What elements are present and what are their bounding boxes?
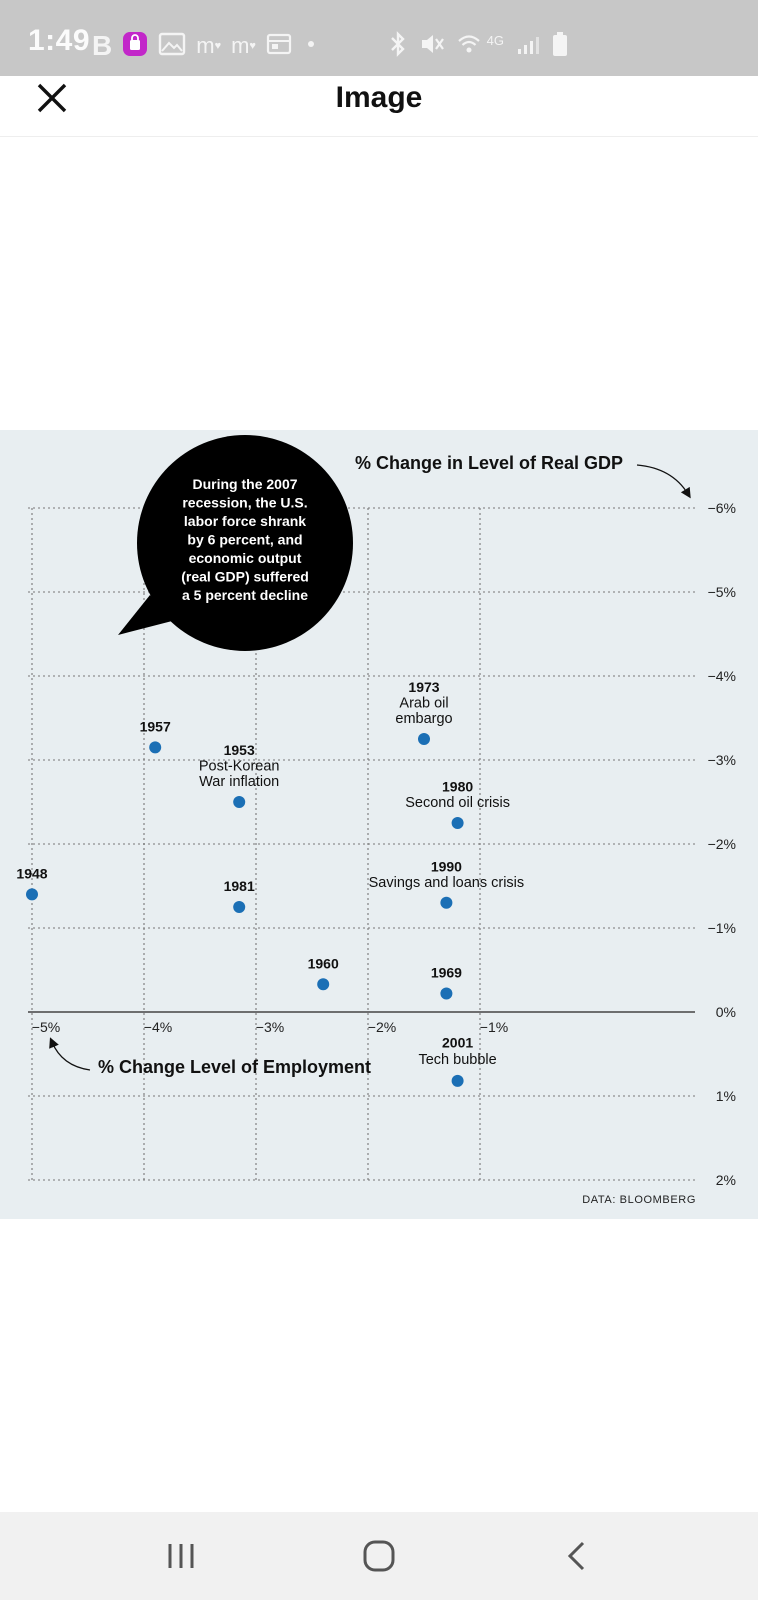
event-label-1973: Arab oil [399, 696, 448, 712]
source-label: DATA: BLOOMBERG [582, 1194, 696, 1206]
x-tick-label: −1% [480, 1019, 508, 1035]
battery-icon [552, 31, 568, 62]
year-label-1948: 1948 [16, 865, 47, 881]
y-tick-label: −4% [708, 668, 736, 684]
bloomberg-b-icon: B [92, 30, 113, 61]
data-point-2001[interactable] [451, 1074, 464, 1087]
data-point-1960[interactable] [317, 978, 330, 991]
home-icon [363, 1540, 395, 1572]
year-label-1981: 1981 [224, 878, 255, 894]
y-tick-label: 2% [716, 1172, 736, 1188]
year-label-1957: 1957 [140, 718, 171, 734]
status-time: 1:49 [28, 24, 91, 57]
data-point-1973[interactable] [418, 733, 430, 745]
y-tick-label: −3% [708, 752, 736, 768]
event-label-1953: Post-Korean [199, 759, 280, 775]
callout-text-line: economic output [189, 550, 302, 566]
gallery-icon [158, 32, 186, 61]
x-axis-title: % Change Level of Employment [98, 1057, 371, 1077]
y-tick-label: 1% [716, 1088, 736, 1104]
x-tick-label: −3% [256, 1019, 284, 1035]
bluetooth-icon [389, 30, 407, 62]
chart-image[interactable]: −6%−5%−4%−3%−2%−1%0%1%2%−6%−5%−4%−3%−2%−… [0, 430, 758, 1219]
data-point-1990[interactable] [440, 896, 453, 909]
close-button[interactable] [30, 76, 74, 120]
close-icon [37, 83, 67, 113]
year-label-1953: 1953 [224, 742, 255, 758]
callout-text-line: labor force shrank [184, 513, 306, 529]
x-axis-arrow [49, 1037, 91, 1071]
x-tick-label: −2% [368, 1019, 396, 1035]
callout-pointer [118, 595, 176, 635]
event-label-2001: Tech bubble [418, 1052, 496, 1068]
calendar-icon [266, 32, 292, 61]
y-axis-arrow [636, 464, 691, 499]
callout-text-line: a 5 percent decline [182, 587, 308, 603]
page-title: Image [335, 81, 423, 114]
status-bar: 1:49 B m ♥ m ♥ 4G [0, 0, 758, 76]
callout-text-line: recession, the U.S. [182, 495, 307, 511]
data-point-1981[interactable] [233, 901, 246, 913]
x-tick-label: −4% [144, 1019, 172, 1035]
y-tick-label: −5% [708, 584, 736, 600]
back-button[interactable] [547, 1530, 607, 1582]
year-label-2001: 2001 [442, 1034, 473, 1050]
scatter-chart: −6%−5%−4%−3%−2%−1%0%1%2%−6%−5%−4%−3%−2%−… [16, 435, 736, 1206]
recent-apps-button[interactable] [151, 1530, 211, 1582]
year-label-1980: 1980 [442, 779, 473, 795]
year-label-1969: 1969 [431, 965, 462, 981]
mute-icon [419, 32, 445, 61]
data-point-1980[interactable] [451, 817, 464, 829]
x-tick-label: −5% [32, 1019, 60, 1035]
event-label-1980: Second oil crisis [405, 795, 510, 811]
y-tick-label: 0% [716, 1004, 736, 1020]
event-label-1953: War inflation [199, 774, 279, 790]
home-button[interactable] [349, 1530, 409, 1582]
y-tick-label: −1% [708, 920, 736, 936]
data-point-1953[interactable] [233, 796, 246, 808]
year-label-1973: 1973 [408, 679, 439, 695]
callout-bubble [137, 435, 353, 651]
callout-text-line: by 6 percent, and [187, 532, 302, 548]
system-nav-bar [0, 1512, 758, 1600]
data-point-1969[interactable] [440, 987, 453, 1000]
year-label-1990: 1990 [431, 858, 462, 874]
data-point-1948[interactable] [26, 888, 38, 901]
data-point-1957[interactable] [149, 741, 162, 754]
event-label-1973: embargo [395, 711, 452, 727]
callout-text-line: During the 2007 [192, 476, 297, 492]
recent-apps-icon [168, 1544, 194, 1568]
year-label-1960: 1960 [308, 955, 339, 971]
event-label-1990: Savings and loans crisis [369, 875, 525, 891]
y-tick-label: −6% [708, 500, 736, 516]
network-type-label: 4G [486, 32, 504, 48]
m-app-icon-2: m ♥ [231, 33, 256, 58]
shop-app-icon [122, 31, 148, 62]
notification-icons: B m ♥ m ♥ [92, 30, 320, 62]
y-tick-label: −2% [708, 836, 736, 852]
m-app-icon: m ♥ [196, 33, 222, 58]
system-status-icons: 4G [389, 30, 568, 62]
more-notifications-dot-icon [302, 35, 320, 58]
signal-icon [516, 32, 540, 61]
back-icon [567, 1541, 585, 1571]
wifi-icon [457, 32, 481, 61]
app-header: Image [0, 76, 758, 137]
y-axis-title: % Change in Level of Real GDP [355, 453, 623, 473]
callout-text-line: (real GDP) suffered [181, 569, 309, 585]
